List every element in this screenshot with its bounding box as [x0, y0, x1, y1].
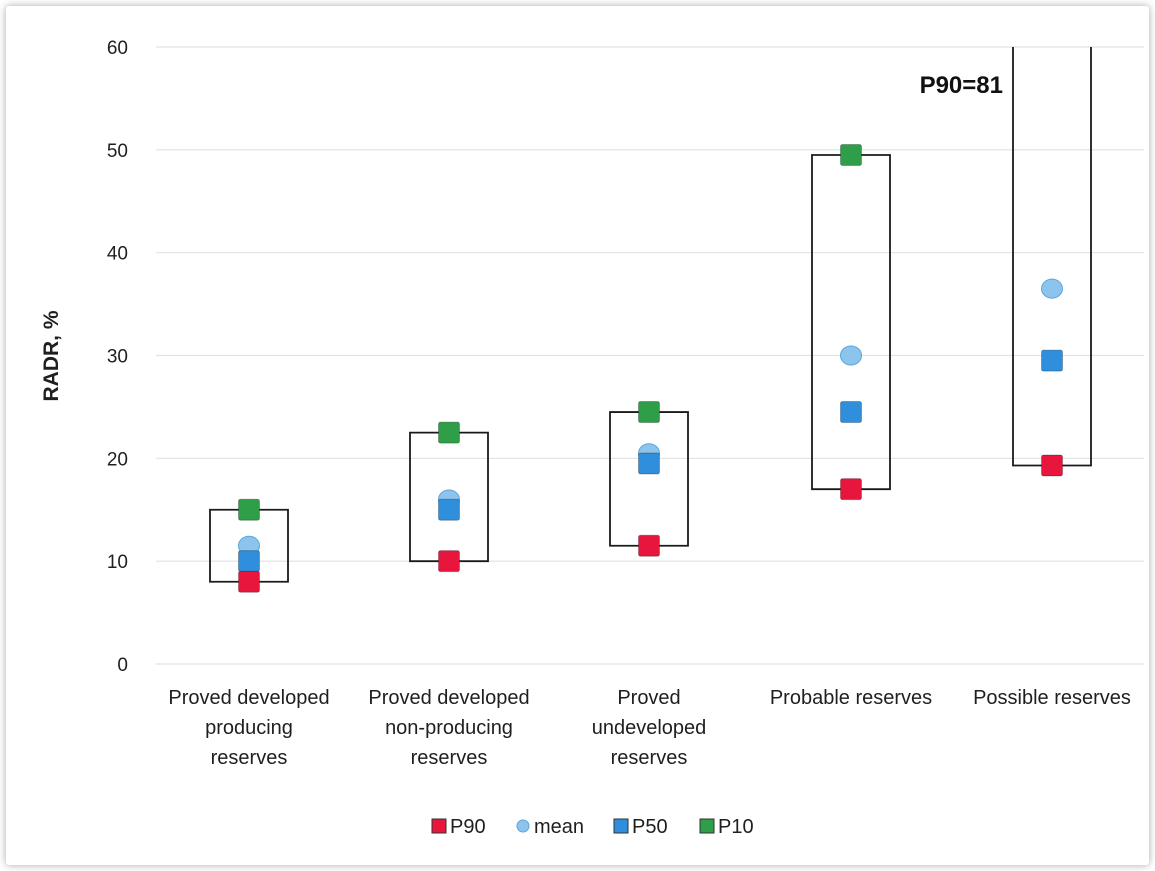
- category-label-line: Probable reserves: [770, 687, 932, 709]
- marker-p10: [238, 498, 260, 521]
- legend-swatch-p90: [431, 818, 447, 834]
- legend-swatch-p50: [613, 818, 629, 834]
- category-label-line: Proved developed: [368, 687, 529, 709]
- y-tick-label: 60: [107, 38, 128, 59]
- y-axis-tick-labels: 0 10 20 30 40 50 60: [107, 38, 128, 676]
- category-label-line: undeveloped: [592, 717, 707, 739]
- category-label: Possible reserves: [973, 687, 1131, 709]
- category-label: Proved developed producing reserves: [168, 687, 329, 769]
- radr-chart: 0 10 20 30 40 50 60 RADR, % P90=81 Proved deve…: [40, 38, 1144, 838]
- x-axis-category-labels: Proved developed producing reservesProved …: [168, 687, 1131, 769]
- category-label: Proved developed non-producing reserves: [368, 687, 529, 769]
- category-label-line: non-producing: [385, 717, 513, 739]
- p90-annotation: P90=81: [920, 72, 1003, 99]
- category-label-line: reserves: [411, 747, 488, 769]
- category-label: Probable reserves: [770, 687, 932, 709]
- range-box: [1012, 47, 1092, 467]
- y-tick-label: 20: [107, 449, 128, 470]
- category-label: Proved undeveloped reserves: [592, 687, 707, 769]
- marker-p10: [840, 143, 862, 166]
- legend-label-p10: P10: [718, 816, 754, 838]
- legend-label-p50: P50: [632, 816, 668, 838]
- range-boxes: [209, 47, 1092, 583]
- category-label-line: reserves: [211, 747, 288, 769]
- y-tick-label: 10: [107, 552, 128, 573]
- y-tick-label: 40: [107, 244, 128, 265]
- marker-mean: [1041, 278, 1063, 299]
- y-tick-label: 30: [107, 347, 128, 368]
- marker-mean: [840, 345, 862, 366]
- marker-p90: [638, 534, 660, 557]
- y-tick-label: 0: [117, 655, 128, 676]
- category-label-line: Proved: [617, 687, 680, 709]
- legend-label-mean: mean: [534, 816, 584, 838]
- category-label-line: producing: [205, 717, 293, 739]
- marker-p50: [840, 401, 862, 424]
- legend-swatch-p10: [699, 818, 715, 834]
- marker-p50: [238, 550, 260, 573]
- data-markers: [238, 143, 1063, 593]
- marker-p10: [638, 401, 660, 424]
- range-box: [409, 431, 489, 563]
- y-tick-label: 50: [107, 141, 128, 162]
- legend-swatch-mean: [516, 819, 530, 833]
- gridlines: [156, 46, 1144, 665]
- marker-p50: [438, 498, 460, 521]
- category-label-line: reserves: [611, 747, 688, 769]
- marker-p90: [438, 550, 460, 573]
- range-box: [609, 411, 689, 547]
- category-label-line: Proved developed: [168, 687, 329, 709]
- marker-p50: [1041, 349, 1063, 372]
- range-box: [209, 508, 289, 583]
- marker-p90: [1041, 454, 1063, 477]
- category-label-line: Possible reserves: [973, 687, 1131, 709]
- marker-p90: [238, 570, 260, 593]
- legend: P90 mean P50 P10: [431, 816, 754, 838]
- marker-p50: [638, 452, 660, 475]
- marker-p10: [438, 421, 460, 444]
- legend-label-p90: P90: [450, 816, 486, 838]
- y-axis-title: RADR, %: [40, 310, 63, 401]
- chart-frame: 0 10 20 30 40 50 60 RADR, % P90=81 Proved deve…: [6, 6, 1149, 865]
- marker-p90: [840, 478, 862, 501]
- range-box: [811, 154, 891, 491]
